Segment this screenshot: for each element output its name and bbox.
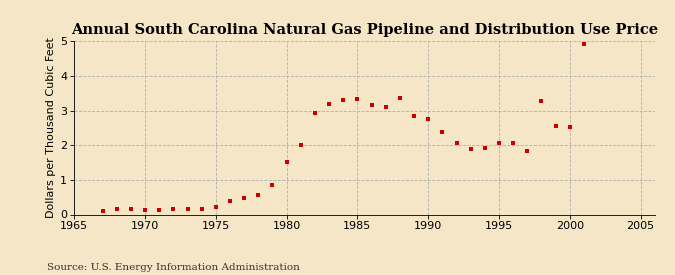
Point (168, 207, 179, 211)
Point (281, 160, 292, 164)
Point (111, 207, 122, 211)
Point (408, 114, 419, 119)
Point (437, 130, 448, 134)
Point (465, 147, 476, 152)
Point (97, 209, 108, 213)
Point (508, 141, 518, 145)
Point (338, 98, 349, 102)
Point (196, 207, 207, 211)
Point (225, 199, 236, 203)
Point (550, 124, 561, 128)
Point (536, 99, 547, 103)
Point (423, 117, 433, 122)
Point (493, 141, 504, 146)
Point (451, 141, 462, 145)
Point (253, 193, 264, 198)
Point (310, 111, 321, 115)
Point (154, 207, 165, 212)
Point (239, 196, 250, 200)
Point (479, 145, 490, 150)
Text: Source: U.S. Energy Information Administration: Source: U.S. Energy Information Administ… (47, 263, 300, 272)
Point (522, 149, 533, 154)
Point (140, 207, 151, 212)
Point (324, 102, 335, 106)
Point (380, 105, 391, 109)
Point (182, 207, 193, 211)
Point (578, 42, 589, 46)
Point (296, 142, 306, 147)
Point (394, 95, 405, 100)
Point (366, 103, 377, 108)
Point (211, 205, 221, 209)
Y-axis label: Dollars per Thousand Cubic Feet: Dollars per Thousand Cubic Feet (46, 37, 56, 218)
Point (126, 207, 136, 211)
Point (267, 183, 278, 187)
Point (564, 125, 575, 129)
Point (352, 97, 363, 102)
Title: Annual South Carolina Natural Gas Pipeline and Distribution Use Price: Annual South Carolina Natural Gas Pipeli… (71, 23, 658, 37)
